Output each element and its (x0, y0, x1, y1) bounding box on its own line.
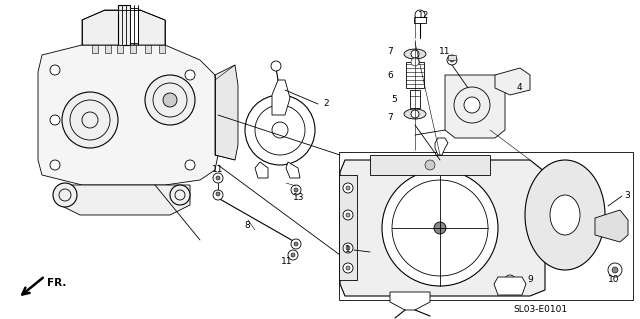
Polygon shape (255, 162, 268, 178)
Bar (410, 90, 420, 108)
Text: 5: 5 (391, 95, 397, 105)
Bar (414, 17, 426, 23)
Circle shape (411, 110, 419, 118)
Polygon shape (435, 138, 448, 155)
Text: 11: 11 (281, 257, 292, 266)
Circle shape (216, 176, 220, 180)
Text: 11: 11 (212, 166, 224, 174)
Circle shape (612, 267, 618, 273)
Bar (130, 8, 138, 43)
Circle shape (53, 183, 77, 207)
Circle shape (343, 243, 353, 253)
Text: SL03-E0101: SL03-E0101 (513, 306, 567, 315)
Ellipse shape (404, 49, 426, 59)
Circle shape (245, 95, 315, 165)
Ellipse shape (525, 160, 605, 270)
Text: 4: 4 (516, 83, 522, 92)
Circle shape (185, 160, 195, 170)
Circle shape (346, 213, 350, 217)
Polygon shape (595, 210, 628, 242)
Text: FR.: FR. (47, 278, 67, 288)
Bar (159, 45, 165, 53)
Bar (105, 45, 111, 53)
Bar (145, 45, 151, 53)
Circle shape (434, 222, 446, 234)
Ellipse shape (404, 109, 426, 119)
Polygon shape (494, 277, 526, 295)
Circle shape (288, 250, 298, 260)
Polygon shape (286, 162, 300, 178)
Text: 7: 7 (387, 48, 393, 56)
Circle shape (343, 263, 353, 273)
Bar (92, 45, 98, 53)
Ellipse shape (550, 195, 580, 235)
Circle shape (291, 253, 295, 257)
Circle shape (464, 97, 480, 113)
Circle shape (170, 185, 190, 205)
Polygon shape (390, 292, 430, 310)
Circle shape (213, 173, 223, 183)
Circle shape (62, 92, 118, 148)
Circle shape (346, 266, 350, 270)
Circle shape (294, 188, 298, 192)
Text: 7: 7 (387, 114, 393, 122)
Circle shape (163, 93, 177, 107)
Polygon shape (495, 68, 530, 95)
Circle shape (343, 210, 353, 220)
Text: 10: 10 (608, 276, 620, 285)
Circle shape (415, 10, 425, 20)
Text: 11: 11 (439, 47, 451, 56)
Bar (118, 5, 130, 45)
Circle shape (50, 160, 60, 170)
Circle shape (50, 65, 60, 75)
Polygon shape (82, 10, 165, 45)
Circle shape (505, 275, 515, 285)
Text: 8: 8 (244, 220, 250, 229)
Bar (130, 45, 136, 53)
Circle shape (271, 61, 281, 71)
Circle shape (291, 239, 301, 249)
Bar (339, 152, 633, 300)
Circle shape (145, 75, 195, 125)
Text: 9: 9 (527, 276, 533, 285)
Circle shape (216, 192, 220, 196)
Circle shape (382, 170, 498, 286)
Circle shape (185, 70, 195, 80)
Bar (406, 62, 424, 88)
Circle shape (447, 55, 457, 65)
Text: 13: 13 (293, 192, 305, 202)
Polygon shape (215, 65, 238, 160)
Circle shape (50, 115, 60, 125)
Text: 2: 2 (323, 99, 329, 108)
Polygon shape (340, 160, 545, 296)
Bar (117, 45, 123, 53)
Circle shape (291, 185, 301, 195)
Circle shape (425, 160, 435, 170)
Circle shape (213, 190, 223, 200)
Polygon shape (370, 155, 490, 175)
Circle shape (608, 263, 622, 277)
Text: 12: 12 (419, 11, 429, 20)
Polygon shape (38, 45, 218, 185)
Circle shape (343, 183, 353, 193)
Text: 3: 3 (624, 191, 630, 201)
Circle shape (450, 58, 454, 62)
Text: 1: 1 (345, 246, 351, 255)
Circle shape (411, 50, 419, 58)
Circle shape (294, 242, 298, 246)
Text: 6: 6 (387, 70, 393, 79)
Bar (448, 55, 456, 60)
Bar (505, 283, 515, 291)
Bar (339, 175, 357, 280)
Circle shape (346, 186, 350, 190)
Circle shape (346, 246, 350, 250)
Polygon shape (445, 75, 505, 138)
Polygon shape (272, 80, 290, 115)
Polygon shape (60, 185, 190, 215)
Circle shape (411, 58, 419, 66)
